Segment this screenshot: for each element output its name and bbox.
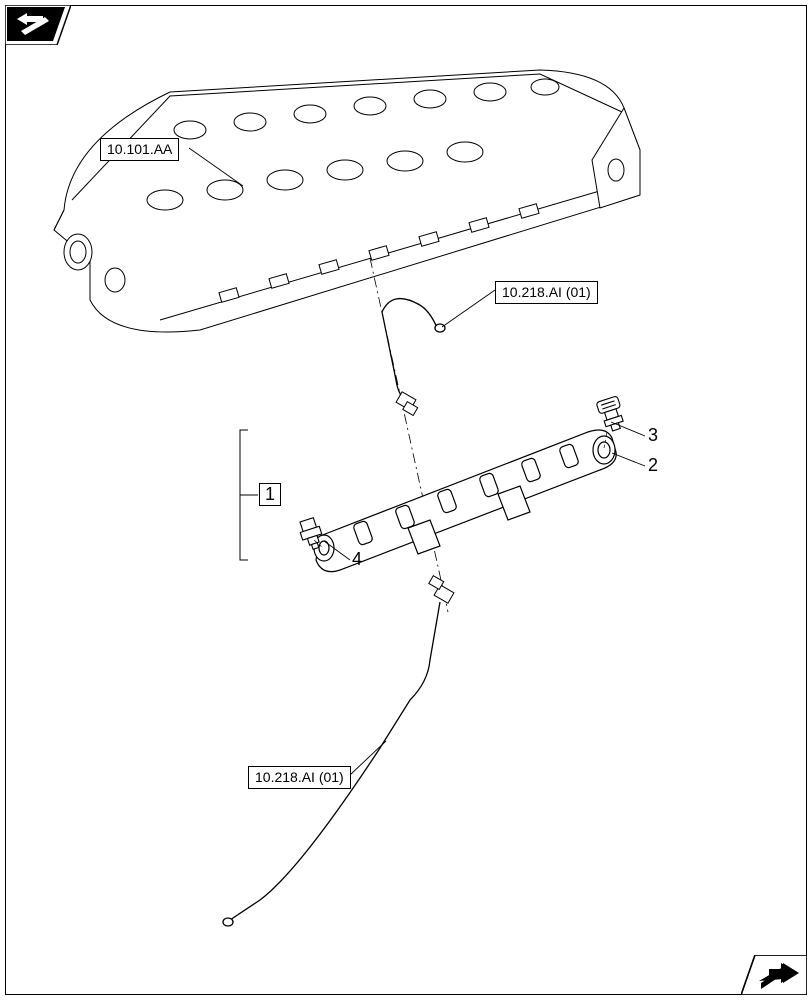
next-page-icon[interactable] bbox=[741, 955, 807, 995]
ref-1: 1 bbox=[259, 483, 281, 506]
callout-cylinder-head: 10.101.AA bbox=[100, 138, 179, 161]
callout-pipe-lower: 10.218.AI (01) bbox=[248, 766, 351, 789]
ref-2: 2 bbox=[648, 455, 658, 476]
ref-3: 3 bbox=[648, 425, 658, 446]
ref-4: 4 bbox=[352, 549, 362, 570]
prev-page-icon[interactable] bbox=[5, 5, 71, 45]
callout-pipe-upper: 10.218.AI (01) bbox=[495, 281, 598, 304]
